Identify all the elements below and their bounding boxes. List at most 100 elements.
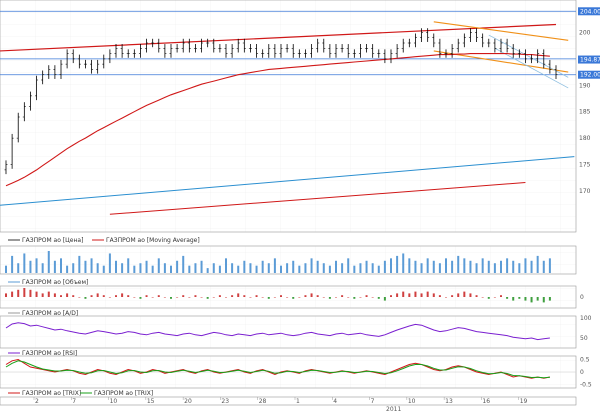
volume-bar [487,260,490,273]
volume-bar [267,263,270,273]
price-bar [4,160,8,175]
volume-bar [280,265,282,273]
rsi-panel: 100 50 ГАЗПРОМ ао [RSI] [0,315,592,357]
ad-bar [548,297,551,301]
ad-bar [139,297,142,299]
price-bar [59,59,63,79]
price-bar [383,49,387,64]
price-bar [420,28,424,42]
price-bar [236,38,240,53]
volume-bar [170,265,172,273]
price-bar [224,44,228,58]
red-support-line [109,182,526,215]
ad-bar [432,293,435,297]
x-axis-frame [0,396,577,406]
x-tick-label: 10 [110,398,118,405]
rsi-y-ticks: 100 50 [580,315,592,342]
ad-bar [487,297,490,299]
ad-bar [365,295,368,297]
volume-bar [463,258,466,273]
price-bar [96,59,100,74]
price-badge-bg [578,55,600,64]
price-badge-label: 194.87 [580,57,600,64]
ad-bar [530,297,533,303]
price-panel: 204200195190185180175170 204.00194.87192… [0,0,600,244]
volume-bar [273,258,276,273]
light-fan-line-1 [488,34,569,78]
ad-bar [243,295,246,297]
price-bar [157,38,161,53]
volume-bar [402,253,405,273]
ad-bar [188,297,191,298]
rsi-series [5,322,550,341]
price-bar [187,38,191,53]
x-tick-label: 19 [520,398,528,405]
price-bar [450,44,454,58]
price-bar [554,65,558,79]
volume-bar [530,260,533,273]
ad-bar [237,293,240,297]
ad-bar [469,293,472,297]
rsi-y-tick: 50 [580,335,588,342]
trix-series [0,358,576,379]
ad-bar [316,295,319,297]
ad-bar [11,291,14,297]
price-y-ticks: 204200195190185180175170 [579,8,591,195]
price-bar [102,54,106,69]
ad-bar [163,297,166,298]
ad-bar [60,295,62,297]
ad-bar [310,293,313,297]
ad-bar [206,297,209,299]
price-badge-bg [578,7,600,16]
ad-bar [377,297,380,299]
legend-label-price: ГАЗПРОМ ао [Цена] [22,237,83,244]
price-bar [151,38,155,48]
ad-bar [347,297,350,298]
ad-bar [255,295,258,297]
volume-bar [298,265,301,273]
ad-bar [445,297,447,298]
x-tick-label: 7 [371,398,375,405]
ad-bar [414,291,417,297]
price-bar [138,44,142,58]
ad-bar [390,295,392,297]
price-bar [377,49,381,58]
trix-panel: 0.50-0.5 ГАЗПРОМ ао [TRIX] ГАЗПРОМ ао [TR… [0,355,592,397]
volume-bar [200,260,203,273]
price-bar [90,59,94,74]
price-bar [407,38,411,48]
ad-bar [121,293,124,297]
price-bar [47,65,51,79]
trix-y-tick: 0.5 [580,357,590,364]
volume-bar [108,253,111,273]
volume-bar [96,263,99,273]
ad-bar [225,297,227,298]
ad-bar [5,293,7,297]
volume-panel: ГАЗПРОМ ао [Объем] [0,245,577,286]
ad-bar [78,297,81,298]
ad-bar [475,295,478,297]
ad-bar [451,295,454,297]
volume-bar [66,265,69,273]
ad-bar [53,293,56,297]
price-bar [432,33,436,48]
price-bar [444,49,448,58]
legend-label-volume: ГАЗПРОМ ао [Объем] [22,279,88,286]
ad-bar [267,297,270,299]
trix-legend: ГАЗПРОМ ао [TRIX] ГАЗПРОМ ао [TRIX] [8,390,153,397]
volume-bar [353,265,356,273]
volume-bar [371,263,374,273]
price-bar [462,33,466,48]
price-bar [346,44,350,58]
price-bar [126,49,130,58]
price-bar [487,38,491,48]
ad-bar [536,297,539,301]
ad-bar [17,289,20,297]
volume-bar [35,258,38,273]
volume-bar [182,255,185,273]
volume-bar [328,265,331,273]
x-tick-label: 10 [408,398,416,405]
x-tick-label: 2 [35,398,39,405]
ad-bar [335,297,337,298]
